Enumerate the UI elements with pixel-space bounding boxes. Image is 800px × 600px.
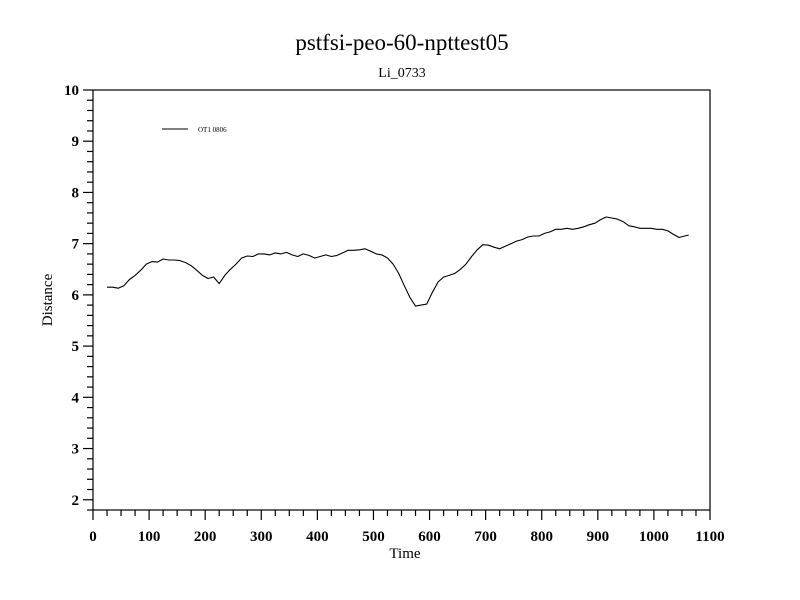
- x-tick-label: 300: [250, 529, 273, 545]
- y-tick-label: 7: [72, 237, 80, 253]
- x-tick-label: 400: [306, 529, 329, 545]
- x-tick-label: 200: [194, 529, 217, 545]
- y-tick-label: 9: [72, 134, 80, 150]
- x-tick-labels: 0 100 200 300 400 500 600 700 800 900 1000 1100: [89, 529, 724, 545]
- y-tick-label: 2: [72, 493, 80, 509]
- y-axis-label: Distance: [40, 273, 56, 326]
- x-tick-label: 1100: [695, 529, 724, 545]
- y-tick-label: 8: [72, 185, 80, 201]
- y-tick-label: 6: [72, 288, 80, 304]
- y-tick-label: 10: [64, 83, 79, 99]
- x-tick-label: 0: [89, 529, 97, 545]
- x-axis-label: Time: [389, 546, 420, 562]
- y-tick-label: 4: [72, 390, 80, 406]
- x-tick-label: 500: [362, 529, 385, 545]
- y-tick-label: 5: [72, 339, 80, 355]
- series-line: [107, 216, 689, 307]
- legend-label: OT1 0806: [198, 126, 227, 134]
- x-tick-label: 100: [138, 529, 161, 545]
- x-tick-label: 700: [474, 529, 497, 545]
- x-tick-label: 600: [418, 529, 441, 545]
- y-tick-labels: 2 3 4 5 6 7 8 9 10: [64, 83, 80, 509]
- chart-title: pstfsi-peo-60-npttest05: [295, 30, 508, 55]
- legend: OT1 0806: [162, 126, 227, 134]
- x-tick-label: 900: [587, 529, 610, 545]
- x-tick-label: 1000: [639, 529, 669, 545]
- series-group: [107, 216, 689, 307]
- chart-subtitle: Li_0733: [378, 66, 425, 81]
- axis-ticks: [83, 89, 711, 520]
- x-tick-label: 800: [530, 529, 553, 545]
- y-tick-label: 3: [72, 442, 80, 458]
